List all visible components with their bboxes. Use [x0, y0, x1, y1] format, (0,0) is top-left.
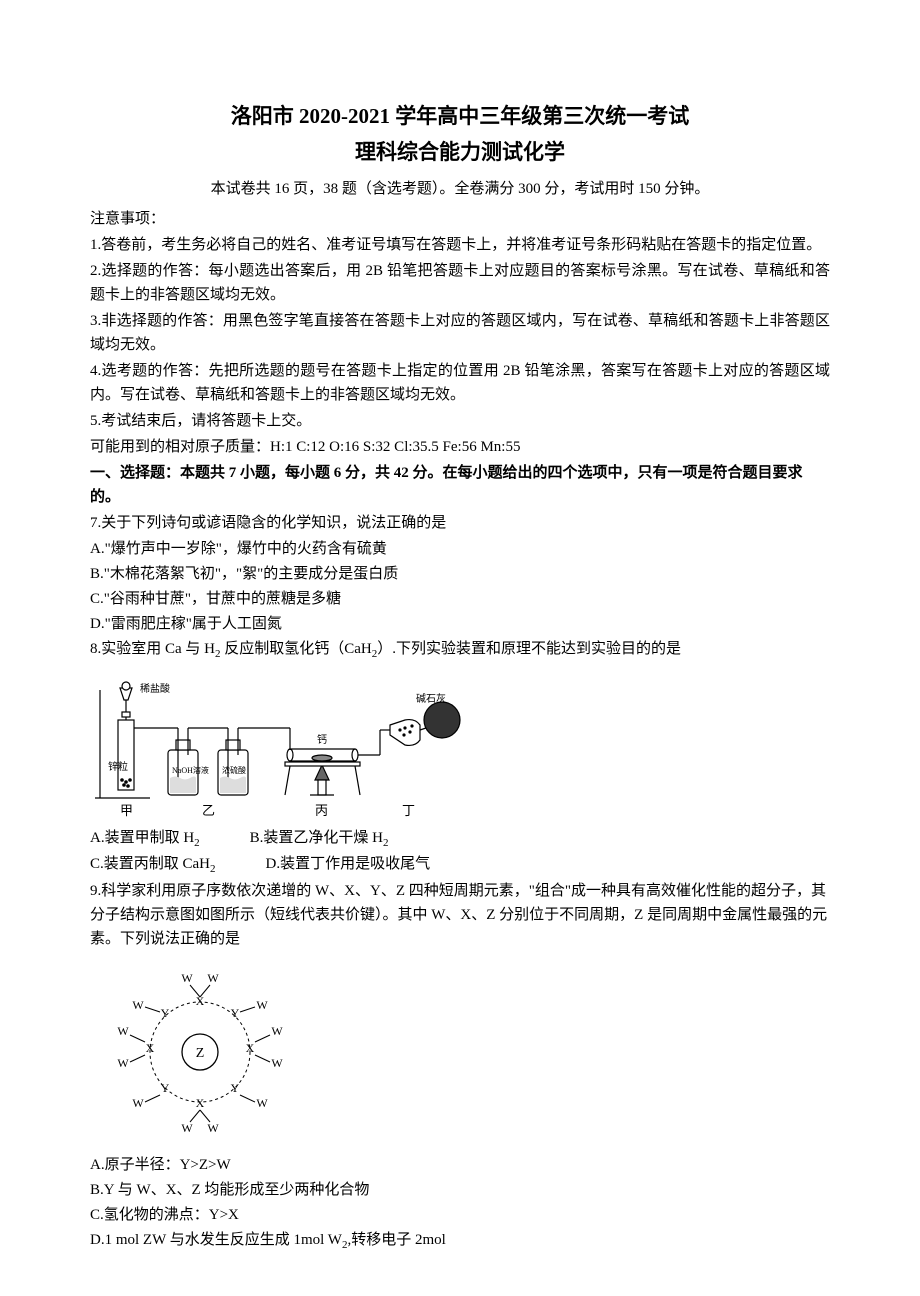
svg-text:Y: Y: [231, 1081, 240, 1095]
svg-text:W: W: [181, 971, 193, 985]
label-xiyan: 稀盐酸: [140, 682, 170, 695]
svg-text:Y: Y: [161, 1006, 170, 1020]
svg-text:Y: Y: [231, 1006, 240, 1020]
q8-stem-suffix: 反应制取氢化钙（CaH: [221, 641, 372, 657]
label-nonghsuan: 浓硫酸: [222, 765, 246, 775]
svg-text:W: W: [207, 971, 219, 985]
section1-header: 一、选择题：本题共 7 小题，每小题 6 分，共 42 分。在每小题给出的四个选…: [90, 461, 830, 509]
svg-text:X: X: [146, 1041, 155, 1055]
svg-text:Z: Z: [196, 1046, 205, 1061]
instruction-4: 4.选考题的作答：先把所选题的题号在答题卡上指定的位置用 2B 铅笔涂黑，答案写…: [90, 359, 830, 407]
q8-stem-end: ）.下列实验装置和原理不能达到实验目的的是: [377, 641, 681, 657]
label-xinli: 锌粒: [108, 760, 128, 773]
svg-text:W: W: [256, 1096, 268, 1110]
svg-text:W: W: [117, 1056, 129, 1070]
label-gai: 钙: [317, 733, 327, 746]
q9-option-b: B.Y 与 W、X、Z 均能形成至少两种化合物: [90, 1178, 830, 1202]
q9-stem: 9.科学家利用原子序数依次递增的 W、X、Y、Z 四种短周期元素，"组合"成一种…: [90, 879, 830, 951]
svg-text:W: W: [256, 998, 268, 1012]
svg-text:W: W: [207, 1121, 219, 1135]
instruction-5: 5.考试结束后，请将答题卡上交。: [90, 409, 830, 433]
instruction-1: 1.答卷前，考生务必将自己的姓名、准考证号填写在答题卡上，并将准考证号条形码粘贴…: [90, 233, 830, 257]
q7-stem: 7.关于下列诗句或谚语隐含的化学知识，说法正确的是: [90, 511, 830, 535]
q7-option-b: B."木棉花落絮飞初"，"絮"的主要成分是蛋白质: [90, 562, 830, 586]
q8-options-row2: C.装置丙制取 CaH2 D.装置丁作用是吸收尾气: [90, 852, 830, 879]
svg-text:W: W: [181, 1121, 193, 1135]
label-bing: 丙: [315, 803, 328, 818]
label-yi: 乙: [202, 803, 215, 818]
label-jia: 甲: [120, 803, 133, 818]
q7-option-a: A."爆竹声中一岁除"，爆竹中的火药含有硫黄: [90, 537, 830, 561]
q9-d-prefix: D.1 mol ZW 与水发生反应生成 1mol W: [90, 1232, 342, 1248]
q9-option-d: D.1 mol ZW 与水发生反应生成 1mol W2,转移电子 2mol: [90, 1228, 830, 1255]
svg-text:W: W: [132, 1096, 144, 1110]
q8-stem-prefix: 8.实验室用 Ca 与 H: [90, 641, 215, 657]
atomic-masses: 可能用到的相对原子质量：H:1 C:12 O:16 S:32 Cl:35.5 F…: [90, 435, 830, 459]
instructions-header: 注意事项：: [90, 207, 830, 231]
q8-option-c: C.装置丙制取 CaH2: [90, 852, 216, 879]
instruction-2: 2.选择题的作答：每小题选出答案后，用 2B 铅笔把答题卡上对应题目的答案标号涂…: [90, 259, 830, 307]
q9-molecule-figure: Z X WW Y W X WW Y W X WW Y: [90, 957, 830, 1147]
svg-text:X: X: [196, 1096, 205, 1110]
svg-text:W: W: [271, 1024, 283, 1038]
q9-option-c: C.氢化物的沸点：Y>X: [90, 1203, 830, 1227]
q8-options-row1: A.装置甲制取 H2 B.装置乙净化干燥 H2: [90, 826, 830, 853]
q8-option-d: D.装置丁作用是吸收尾气: [266, 852, 431, 879]
q7-option-c: C."谷雨种甘蔗"，甘蔗中的蔗糖是多糖: [90, 587, 830, 611]
label-naoh: NaOH溶液: [172, 765, 209, 775]
q8-option-b: B.装置乙净化干燥 H2: [250, 826, 389, 853]
q8-apparatus-figure: 稀盐酸 锌粒 甲 NaOH溶液 浓硫酸 乙: [90, 670, 830, 820]
q9-option-a: A.原子半径：Y>Z>W: [90, 1153, 830, 1177]
title-sub: 理科综合能力测试化学: [90, 136, 830, 170]
title-main: 洛阳市 2020-2021 学年高中三年级第三次统一考试: [90, 100, 830, 134]
label-jianshihui: 碱石灰: [416, 692, 446, 705]
svg-text:W: W: [132, 998, 144, 1012]
label-ding: 丁: [402, 803, 415, 818]
q9-d-suffix: ,转移电子 2mol: [347, 1232, 445, 1248]
q8-stem: 8.实验室用 Ca 与 H2 反应制取氢化钙（CaH2）.下列实验装置和原理不能…: [90, 637, 830, 664]
q8-option-a: A.装置甲制取 H2: [90, 826, 200, 853]
instruction-3: 3.非选择题的作答：用黑色签字笔直接答在答题卡上对应的答题区域内，写在试卷、草稿…: [90, 309, 830, 357]
svg-text:X: X: [246, 1041, 255, 1055]
svg-text:W: W: [271, 1056, 283, 1070]
svg-text:Y: Y: [161, 1081, 170, 1095]
q7-option-d: D."雷雨肥庄稼"属于人工固氮: [90, 612, 830, 636]
svg-text:W: W: [117, 1024, 129, 1038]
exam-info: 本试卷共 16 页，38 题（含选考题）。全卷满分 300 分，考试用时 150…: [90, 177, 830, 201]
